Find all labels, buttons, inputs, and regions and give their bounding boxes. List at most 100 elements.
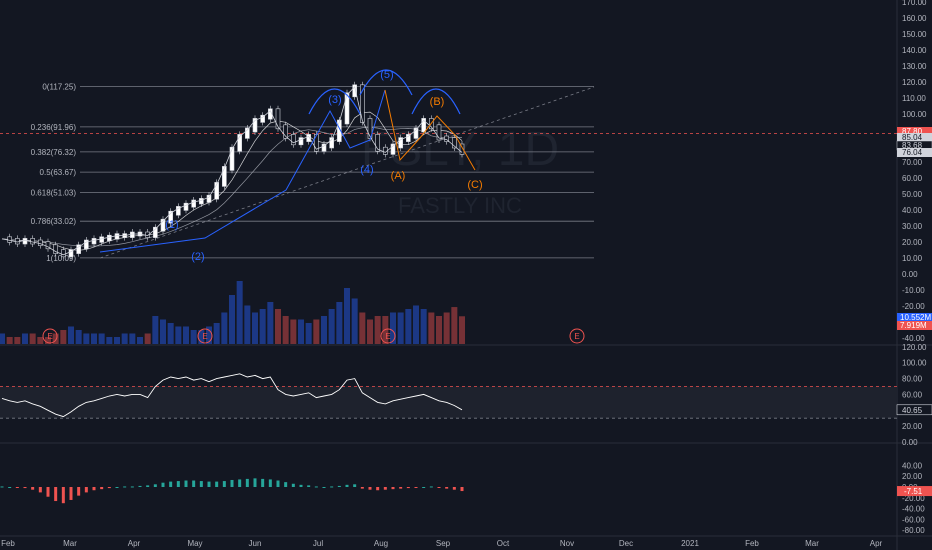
macd-axis-tick: -80.00	[902, 526, 925, 535]
earnings-marker[interactable]: E	[569, 328, 585, 344]
wave-label[interactable]: (C)	[467, 179, 482, 191]
fib-level-label: 0.382(76.32)	[31, 148, 77, 157]
macd-histogram-bar	[422, 487, 426, 488]
wave-label[interactable]: (3)	[328, 94, 341, 106]
wave-label[interactable]: (B)	[430, 96, 445, 108]
fibonacci-retracement[interactable]: 0(117.25) 0.236(91.96) 0.382(76.32) 0.5(63.…	[31, 82, 594, 263]
wave-arc[interactable]	[308, 88, 361, 115]
wave-label[interactable]: (A)	[391, 170, 406, 182]
earnings-marker-label: E	[47, 332, 52, 341]
candle-body	[413, 127, 419, 139]
candle-body	[291, 134, 296, 146]
wave-label[interactable]: (5)	[380, 69, 393, 81]
volume-badge-text: 7.919M	[900, 321, 927, 330]
macd-axis-tick: -40.00	[902, 505, 925, 514]
wave-label[interactable]: (2)	[191, 251, 204, 263]
candle-body	[283, 124, 288, 139]
volume-bar	[390, 312, 396, 344]
earnings-marker-circle[interactable]	[380, 328, 396, 344]
candle-body	[229, 146, 235, 171]
candle-body	[398, 137, 403, 149]
volume-bar	[351, 298, 358, 344]
candle-body	[68, 249, 74, 258]
macd-histogram-bar	[100, 487, 104, 490]
volume-bar	[152, 316, 159, 344]
volume-bar	[275, 309, 281, 344]
earnings-marker-label: E	[574, 332, 579, 341]
macd-histogram-bar	[215, 481, 219, 487]
macd-axis-tick: 40.00	[902, 461, 923, 470]
volume-badge: 7.919M	[897, 321, 932, 330]
volume-bar	[206, 326, 212, 344]
volume-bar	[459, 316, 465, 344]
earnings-marker[interactable]: E	[197, 328, 213, 344]
time-axis-label: Feb	[745, 539, 759, 548]
rsi-axis-tick: 60.00	[902, 390, 923, 399]
volume-bar	[175, 326, 182, 344]
candle-body	[237, 134, 242, 152]
candle-body	[245, 127, 250, 139]
candle-body	[214, 182, 219, 200]
candle-body	[222, 166, 227, 187]
earnings-marker[interactable]: E	[42, 328, 58, 344]
macd-histogram-bar	[15, 487, 19, 488]
time-axis-label: Oct	[497, 539, 510, 548]
price-axis-tick: 170.00	[902, 0, 927, 7]
macd-histogram-bar	[368, 487, 372, 490]
macd-axis-tick: 20.00	[902, 472, 923, 481]
price-axis-tick: 100.00	[902, 110, 927, 119]
macd-histogram-bar	[84, 487, 88, 493]
price-badge-text: 76.04	[902, 148, 923, 157]
candle-body	[268, 108, 273, 120]
macd-histogram-bar	[46, 487, 50, 497]
volume-bar	[6, 337, 13, 344]
volume-bar	[52, 333, 59, 344]
earnings-marker-circle[interactable]	[569, 328, 585, 344]
macd-histogram-bar	[169, 481, 173, 487]
price-axis-tick: 60.00	[902, 174, 923, 183]
earnings-marker-circle[interactable]	[42, 328, 58, 344]
price-axis[interactable]: 170.00 160.00 150.00 140.00 130.00 120.00 110.…	[896, 0, 932, 535]
wave-arc[interactable]	[359, 69, 413, 96]
candle-body	[337, 119, 342, 142]
candle-body	[206, 194, 212, 203]
price-axis-tick: 10.00	[902, 254, 923, 263]
price-badge: 76.04	[897, 148, 932, 157]
candle-body	[15, 238, 20, 245]
time-axis-label: Nov	[560, 539, 574, 548]
macd-histogram-bar	[199, 481, 203, 487]
volume-bar	[29, 333, 36, 344]
macd-histogram-bar	[445, 487, 449, 489]
wave-label[interactable]: (4)	[360, 164, 373, 176]
macd-histogram-bar	[437, 487, 441, 488]
time-axis-label: Feb	[1, 539, 15, 548]
candle-body	[7, 236, 12, 243]
candle-body	[199, 198, 204, 205]
candle-body	[360, 84, 365, 123]
volume-bar	[14, 337, 21, 344]
macd-value-badge: -7.51	[897, 486, 932, 497]
candle-body	[375, 134, 380, 152]
earnings-marker-label: E	[385, 332, 390, 341]
volume-bar	[144, 333, 151, 344]
time-axis[interactable]: Feb Mar Apr May Jun Jul Aug Sep Oct Nov Dec 2021 Feb…	[1, 539, 882, 548]
macd-histogram-bar	[291, 483, 295, 487]
earnings-marker[interactable]: E	[380, 328, 396, 344]
price-axis-tick: 20.00	[902, 238, 923, 247]
macd-histogram-bar	[176, 481, 180, 487]
impulse-wave-path[interactable]	[99, 89, 386, 253]
earnings-marker-circle[interactable]	[197, 328, 213, 344]
wave-label[interactable]: (1)	[165, 219, 178, 231]
time-axis-label: May	[187, 539, 202, 548]
candle-body	[45, 241, 51, 250]
volume-bar	[259, 309, 266, 344]
correction-wave-path[interactable]	[384, 89, 476, 171]
wave-arc[interactable]	[411, 88, 461, 115]
wave-annotations[interactable]: (1) (2) (3) (4) (5) (A) (B) (C)	[99, 69, 483, 263]
macd-histogram-bar	[353, 484, 357, 487]
candle-body	[191, 199, 196, 208]
macd-histogram-bar	[130, 486, 134, 488]
